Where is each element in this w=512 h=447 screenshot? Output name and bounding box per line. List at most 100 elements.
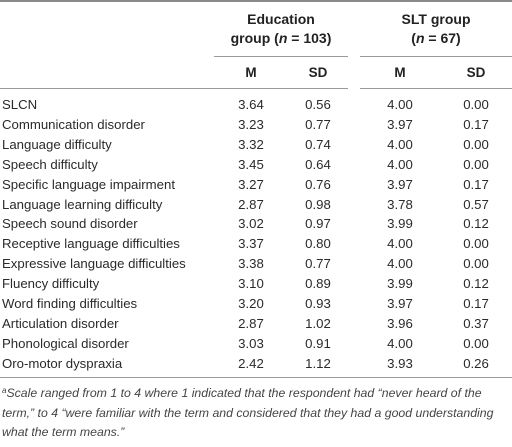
gap-cell [348,155,360,175]
slt-group-header: SLT group (n = 67) [360,0,512,57]
term-cell: Communication disorder [2,116,145,132]
education-m-cell: 3.27 [238,176,264,192]
education-group-label-line2: group (n = 103) [214,29,348,48]
table-footnote: aScale ranged from 1 to 4 where 1 indica… [2,384,506,443]
slt-sd-cell: 0.37 [463,315,489,331]
header-gap-cell [348,0,361,57]
gap-cell [348,89,360,115]
gap-cell [348,353,361,378]
education-m-cell: 2.87 [238,315,264,331]
table-row: Phonological disorder 3.03 0.91 4.00 0.00 [0,334,512,354]
education-m-cell: 3.45 [238,156,264,172]
term-cell: Receptive language difficulties [2,236,180,252]
gap-cell [348,214,360,234]
education-sd-cell: 0.77 [305,256,331,272]
slt-m-cell: 3.99 [387,216,413,232]
term-cell: Expressive language difficulties [2,256,186,272]
slt-m-cell: 4.00 [387,156,413,172]
education-group-n-symbol: n [278,30,288,46]
header-gap-cell [348,57,360,89]
gap-cell [348,234,360,254]
slt-sd-cell: 0.00 [463,236,489,252]
results-table: Education group (n = 103) SLT group (n =… [0,0,512,378]
education-m-cell: 3.32 [238,136,264,152]
slt-m-cell: 3.99 [387,276,413,292]
term-cell: Language learning difficulty [2,196,163,212]
gap-cell [348,195,360,215]
gap-cell [348,294,360,314]
term-cell: Speech difficulty [2,156,98,172]
education-sd-cell: 0.91 [305,335,331,351]
gap-cell [348,314,360,334]
education-sd-cell: 0.77 [305,116,331,132]
slt-group-label-line2: (n = 67) [360,29,512,48]
education-group-label-line1: Education [247,11,315,27]
term-cell: Fluency difficulty [2,276,100,292]
slt-sd-cell: 0.00 [463,136,489,152]
table-row: Expressive language difficulties 3.38 0.77… [0,254,512,274]
education-m-cell: 3.38 [238,256,264,272]
term-cell: SLCN [2,97,38,112]
table-row: Language difficulty 3.32 0.74 4.00 0.00 [0,135,512,155]
slt-group-n-symbol: n [415,30,425,46]
table-row: SLCN 3.64 0.56 4.00 0.00 [0,89,512,115]
footnote-marker: a [2,386,7,395]
slt-m-cell: 3.93 [360,353,441,378]
slt-m-header: M [360,56,441,89]
education-m-cell: 2.42 [214,353,288,378]
slt-sd-cell: 0.00 [463,156,489,172]
gap-cell [348,274,360,294]
slt-sd-cell: 0.12 [463,276,489,292]
slt-sd-cell: 0.26 [440,353,512,378]
slt-m-cell: 4.00 [387,256,413,272]
education-sd-cell: 1.02 [305,315,331,331]
slt-group-label-prefix: ( [411,30,416,46]
gap-cell [348,254,360,274]
table-row: Language learning difficulty 2.87 0.98 3.78… [0,195,512,215]
table-row: Articulation disorder 2.87 1.02 3.96 0.37 [0,314,512,334]
education-m-cell: 3.03 [238,335,264,351]
education-group-label-suffix: = 103) [287,30,332,46]
slt-sd-header: SD [440,56,512,89]
slt-sd-cell: 0.00 [463,335,489,351]
education-group-header: Education group (n = 103) [214,0,349,57]
education-m-cell: 2.87 [238,196,264,212]
table-row: Word finding difficulties 3.20 0.93 3.97 0.1… [0,294,512,314]
education-group-label-prefix: group ( [230,30,279,46]
group-header-row: Education group (n = 103) SLT group (n =… [0,0,512,57]
slt-sd-cell: 0.00 [463,256,489,272]
slt-sd-cell: 0.17 [463,116,489,132]
term-cell: Word finding difficulties [2,296,138,312]
term-cell: Speech sound disorder [2,216,138,232]
gap-cell [348,115,360,135]
slt-sd-cell: 0.00 [463,97,489,112]
header-blank-cell [0,56,214,89]
education-m-header: M [214,56,288,89]
gap-cell [348,175,360,195]
education-m-cell: 3.10 [238,276,264,292]
term-cell: Language difficulty [2,136,112,152]
education-sd-cell: 0.93 [305,296,331,312]
stat-header-row: M SD M SD [0,56,512,89]
slt-m-cell: 3.97 [387,176,413,192]
gap-cell [348,135,360,155]
slt-m-cell: 4.00 [387,97,413,112]
table-row: Specific language impairment 3.27 0.76 3.97… [0,175,512,195]
term-cell: Phonological disorder [2,335,129,351]
slt-m-cell: 4.00 [387,236,413,252]
slt-sd-cell: 0.57 [463,196,489,212]
education-sd-cell: 0.80 [305,236,331,252]
education-m-cell: 3.20 [238,296,264,312]
education-sd-cell: 1.12 [288,353,349,378]
education-sd-header: SD [288,56,349,89]
table-row: Receptive language difficulties 3.37 0.80 4… [0,234,512,254]
slt-m-cell: 4.00 [387,136,413,152]
education-sd-cell: 0.98 [305,196,331,212]
slt-m-cell: 4.00 [387,335,413,351]
slt-group-label-suffix: = 67) [424,30,461,46]
header-blank-cell [0,0,214,57]
education-m-cell: 3.64 [238,97,264,112]
education-sd-cell: 0.56 [305,97,331,112]
slt-sd-cell: 0.17 [463,296,489,312]
